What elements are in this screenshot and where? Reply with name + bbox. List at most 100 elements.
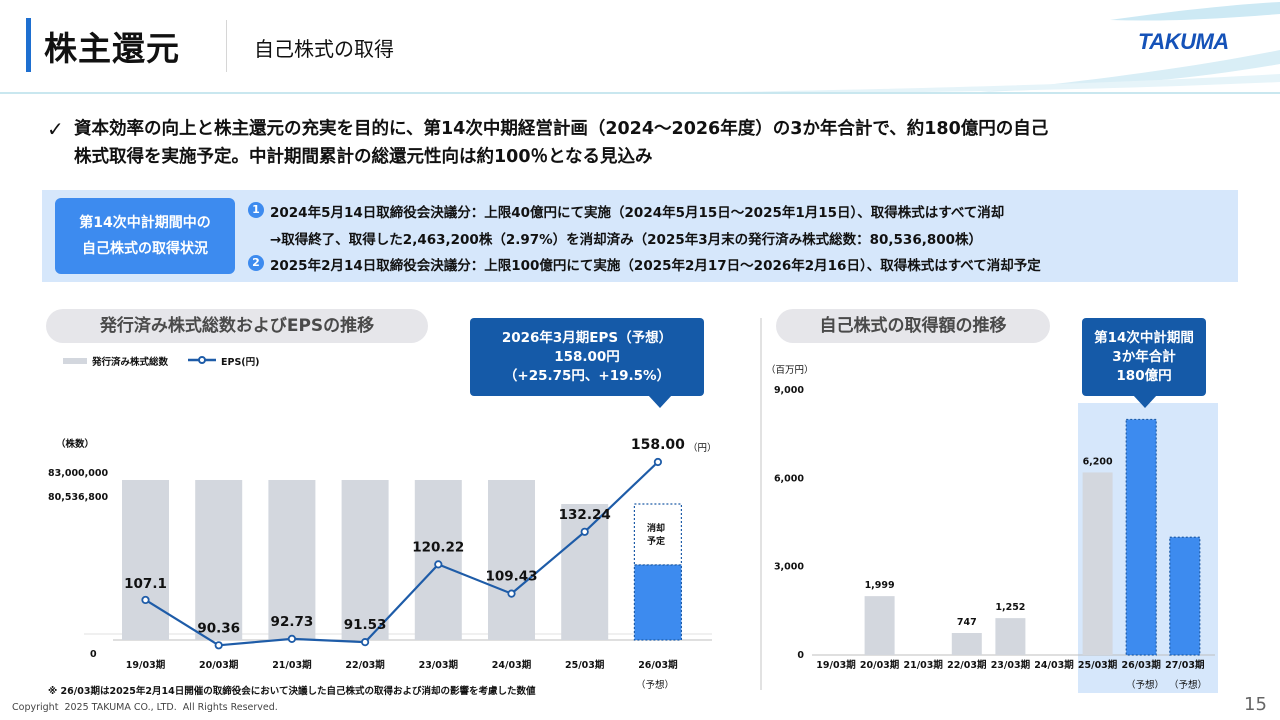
x-tick-20/03期: 20/03期 — [860, 659, 899, 671]
x-tick-19/03期: 19/03期 — [126, 659, 165, 671]
x-tick-27/03期: 27/03期 — [1165, 659, 1204, 671]
buyback-label-23/03期: 1,252 — [995, 602, 1025, 613]
eps-label-20/03期: 90.36 — [197, 620, 240, 636]
shares-bar-25/03期 — [561, 504, 609, 640]
shares-bar-planned-retirement — [633, 503, 683, 566]
planned-retirement-label: 消却 予定 — [632, 523, 680, 549]
x-tick-25/03期: 25/03期 — [565, 659, 604, 671]
status-item1-sub: →取得終了、取得した2,463,200株（2.97%）を消却済み（2025年3月… — [270, 232, 983, 248]
x-tick-23/03期: 23/03期 — [419, 659, 458, 671]
x-tick-24/03期: 24/03期 — [492, 659, 531, 671]
y-tick-6000: 6,000 — [774, 473, 804, 484]
left-section-title: 発行済み株式総数およびEPSの推移 — [46, 309, 428, 343]
shares-bar-19/03期 — [122, 480, 169, 640]
x-tick-22/03期: 22/03期 — [947, 659, 986, 671]
legend-eps-swatch — [188, 356, 216, 364]
buyback-bar-27/03期 — [1169, 536, 1201, 656]
number-badge-1: 1 — [248, 202, 264, 218]
status-label-line2: 自己株式の取得状況 — [82, 241, 208, 257]
shares-bar-26/03期 — [633, 564, 683, 641]
x-tick-20/03期: 20/03期 — [199, 659, 238, 671]
legend-shares-swatch — [63, 358, 87, 364]
right-forecast-label-2603: （予想） — [1126, 680, 1165, 691]
y-tick-0: 0 — [797, 650, 804, 661]
panel-divider — [760, 318, 762, 690]
shares-tick-top: 83,000,000 — [48, 468, 109, 479]
eps-point-25/03期 — [580, 527, 589, 536]
x-tick-26/03期: 26/03期 — [638, 659, 677, 671]
company-logo: TAKUMA — [1138, 29, 1229, 54]
buyback-unit-label: （百万円） — [766, 365, 814, 376]
eps-unit-label: （円） — [688, 443, 717, 454]
planned-retirement-line2: 予定 — [646, 537, 665, 547]
x-tick-22/03期: 22/03期 — [345, 659, 384, 671]
status-item2: 2025年2月14日取締役会決議分：上限100億円にて実施（2025年2月17日… — [270, 258, 1041, 274]
eps-callout-pointer — [648, 395, 672, 408]
status-box — [42, 190, 1238, 282]
legend-eps-label: EPS(円) — [221, 357, 260, 368]
eps-label-22/03期: 91.53 — [344, 617, 387, 633]
check-icon: ✓ — [47, 117, 64, 141]
eps-label-26/03期: 158.00 — [631, 437, 685, 453]
shares-tick-zero: 0 — [90, 649, 97, 660]
eps-point-19/03期 — [141, 595, 150, 605]
eps-point-26/03期 — [653, 457, 663, 467]
buyback-total-callout: 第14次中計期間 3か年合計 180億円 — [1082, 318, 1206, 396]
eps-label-23/03期: 120.22 — [412, 539, 464, 555]
buyback-callout-pointer — [1133, 395, 1157, 408]
page-title: 株主還元 — [44, 29, 180, 68]
x-tick-19/03期: 19/03期 — [816, 659, 855, 671]
shares-bar-23/03期 — [414, 480, 462, 640]
title-accent-bar — [26, 18, 31, 72]
buyback-callout-line1: 第14次中計期間 — [1094, 329, 1194, 346]
lead-text-line1: 資本効率の向上と株主還元の充実を目的に、第14次中期経営計画（2024～2026… — [74, 119, 1049, 139]
status-item1: 2024年5月14日取締役会決議分：上限40億円にて実施（2024年5月15日～… — [270, 205, 1005, 221]
buyback-bar-26/03期 — [1125, 418, 1157, 656]
eps-label-19/03期: 107.1 — [124, 576, 167, 592]
eps-line — [144, 461, 659, 647]
planned-retirement-line1: 消却 — [646, 524, 665, 534]
page-number: 15 — [1244, 694, 1267, 715]
buyback-label-20/03期: 1,999 — [865, 580, 895, 591]
shares-tick-mid: 80,536,800 — [48, 492, 109, 503]
shares-bar-22/03期 — [341, 480, 389, 640]
buyback-label-22/03期: 747 — [957, 617, 977, 628]
shares-unit-label: （株数） — [56, 439, 95, 450]
buyback-bar-22/03期 — [951, 633, 982, 655]
buyback-bar-25/03期 — [1082, 472, 1113, 655]
buyback-bar-23/03期 — [995, 618, 1026, 655]
eps-callout-line3: （+25.75円、+19.5%） — [503, 367, 671, 384]
x-tick-24/03期: 24/03期 — [1034, 659, 1073, 671]
x-tick-23/03期: 23/03期 — [991, 659, 1030, 671]
eps-callout-line1: 2026年3月期EPS（予想） — [501, 329, 673, 346]
x-tick-21/03期: 21/03期 — [272, 659, 311, 671]
y-tick-3000: 3,000 — [774, 562, 804, 573]
y-tick-9000: 9,000 — [774, 385, 804, 396]
right-forecast-label-2703: （予想） — [1169, 680, 1208, 691]
eps-point-23/03期 — [434, 560, 443, 569]
header-divider-line — [0, 92, 1280, 94]
eps-callout-line2: 158.00円 — [554, 348, 620, 365]
x-tick-21/03期: 21/03期 — [903, 659, 942, 671]
copyright: Copyright 2025 TAKUMA CO., LTD. All Righ… — [12, 702, 278, 713]
eps-label-21/03期: 92.73 — [271, 614, 314, 630]
eps-label-25/03期: 132.24 — [559, 507, 611, 523]
eps-point-22/03期 — [360, 638, 370, 647]
shares-bar-24/03期 — [488, 480, 535, 640]
header-swoosh — [600, 2, 1280, 94]
eps-point-20/03期 — [214, 641, 223, 650]
buyback-chart: 9,000 6,000 3,000 0 19/03期 1,999 20/03期 21/03期… — [774, 385, 1215, 671]
buyback-bar-20/03期 — [864, 596, 895, 655]
page-subtitle: 自己株式の取得 — [254, 37, 394, 61]
shares-bar-21/03期 — [268, 480, 316, 640]
left-forecast-label: （予想） — [636, 680, 675, 691]
x-tick-26/03期: 26/03期 — [1121, 659, 1160, 671]
right-section-title: 自己株式の取得額の推移 — [776, 309, 1050, 343]
shares-eps-chart: 19/03期 20/03期 21/03期 22/03期 23/03期 24/03期 25/0… — [84, 437, 712, 671]
buyback-callout-line2: 3か年合計 — [1112, 348, 1176, 365]
eps-label-24/03期: 109.43 — [485, 569, 537, 585]
title-separator — [226, 20, 227, 72]
shares-bar-20/03期 — [195, 480, 243, 640]
eps-point-24/03期 — [507, 589, 516, 598]
status-label-line1: 第14次中計期間中の — [79, 215, 211, 231]
